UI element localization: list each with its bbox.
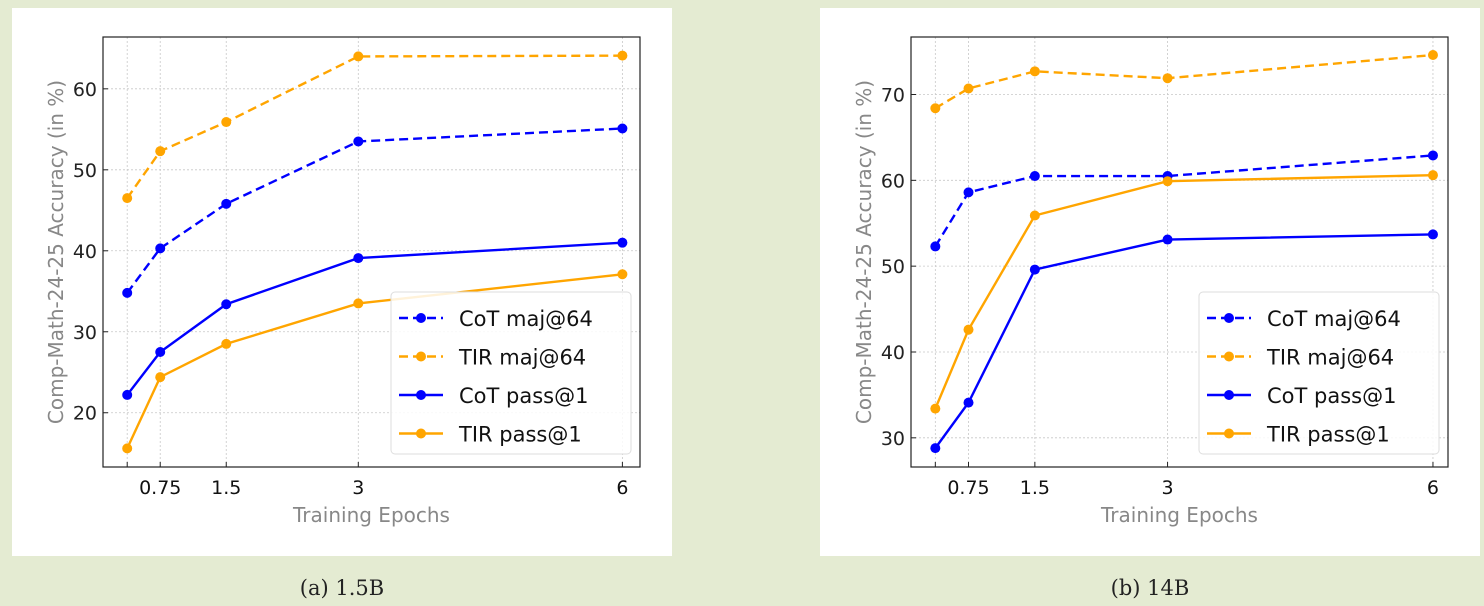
legend-label: TIR maj@64	[1266, 346, 1394, 370]
y-tick-label: 60	[73, 79, 97, 101]
legend-marker	[416, 390, 426, 400]
data-point	[930, 403, 941, 414]
y-tick-label: 70	[881, 85, 905, 107]
data-point	[353, 253, 364, 264]
series-line	[934, 53, 1434, 110]
y-tick-label: 40	[881, 342, 905, 364]
data-point	[617, 50, 628, 61]
data-point	[155, 347, 166, 358]
y-tick-label: 50	[73, 160, 97, 182]
chart-panel-1-5b: 20 30 40 50 60 0.75 1.5 3 6 Training Epochs Comp-M…	[12, 8, 672, 556]
legend-label: CoT pass@1	[1267, 384, 1396, 408]
y-tick-label: 60	[881, 170, 905, 192]
y-axis-label: Comp-Math-24-25 Accuracy (in %)	[44, 80, 68, 424]
x-axis-label: Training Epochs	[292, 503, 450, 527]
data-point	[930, 443, 941, 454]
legend-label: CoT maj@64	[1267, 307, 1401, 331]
x-tick-label: 0.75	[947, 477, 989, 499]
legend-marker	[416, 313, 426, 323]
data-point	[1029, 264, 1040, 275]
chart-panel-14b: 30 40 50 60 70 0.75 1.5 3 6 Training Epochs Comp-M…	[820, 8, 1480, 556]
data-point	[617, 237, 628, 248]
data-point	[122, 443, 133, 454]
legend-marker	[1224, 351, 1234, 362]
x-axis-label: Training Epochs	[1100, 503, 1258, 527]
data-point	[617, 123, 628, 134]
data-point	[155, 146, 166, 157]
data-point	[963, 187, 974, 198]
data-point	[1162, 176, 1173, 187]
x-tick-label: 3	[1162, 477, 1174, 499]
x-tick-label: 3	[352, 477, 364, 499]
legend-label: TIR maj@64	[458, 346, 586, 370]
data-point	[353, 136, 364, 147]
data-point	[221, 117, 232, 128]
data-point	[221, 338, 232, 349]
data-point	[963, 324, 974, 335]
x-tick-label: 0.75	[139, 477, 181, 499]
data-point	[1029, 66, 1040, 77]
data-point	[1162, 234, 1173, 245]
data-point	[122, 287, 133, 298]
x-tick-label: 6	[616, 477, 628, 499]
x-tick-label: 6	[1427, 477, 1439, 499]
data-point	[353, 51, 364, 62]
series-line	[126, 54, 623, 199]
legend-marker	[1224, 428, 1234, 439]
legend-box	[1198, 291, 1440, 455]
legend-label: CoT maj@64	[459, 307, 593, 331]
data-point	[1162, 73, 1173, 84]
data-point	[930, 103, 941, 114]
data-point	[221, 299, 232, 310]
data-point	[221, 198, 232, 209]
y-axis-label: Comp-Math-24-25 Accuracy (in %)	[852, 80, 876, 424]
data-point	[1029, 171, 1040, 182]
data-point	[963, 83, 974, 94]
legend-label: TIR pass@1	[458, 423, 582, 447]
data-point	[1427, 50, 1438, 61]
data-point	[963, 397, 974, 408]
y-tick-label: 50	[881, 256, 905, 278]
y-tick-label: 20	[73, 403, 97, 425]
x-tick-label: 1.5	[211, 477, 241, 499]
legend-marker	[416, 351, 426, 362]
data-point	[353, 298, 364, 309]
legend-marker	[1224, 390, 1234, 400]
legend-label: TIR pass@1	[1266, 423, 1390, 447]
data-point	[1029, 210, 1040, 221]
caption-1-5b: (a) 1.5B	[299, 576, 385, 600]
axes-frame	[102, 36, 641, 468]
data-point	[617, 269, 628, 280]
y-tick-label: 40	[73, 241, 97, 263]
data-point	[122, 193, 133, 204]
data-point	[155, 372, 166, 383]
legend-marker	[416, 428, 426, 439]
caption-14b: (b) 14B	[1110, 576, 1190, 600]
legend-marker	[1224, 313, 1234, 323]
data-point	[1427, 229, 1438, 240]
data-point	[155, 243, 166, 254]
data-point	[122, 389, 133, 400]
legend-label: CoT pass@1	[459, 384, 588, 408]
series-line	[934, 154, 1434, 248]
y-tick-label: 30	[881, 428, 905, 450]
x-tick-label: 1.5	[1020, 477, 1050, 499]
data-point	[930, 241, 941, 252]
series-line	[126, 127, 623, 294]
legend-box	[390, 291, 632, 455]
chart-svg: 20 30 40 50 60 0.75 1.5 3 6 Training Epochs Comp-M…	[44, 36, 641, 527]
data-point	[1427, 150, 1438, 161]
y-tick-label: 30	[73, 322, 97, 344]
axes-frame	[910, 36, 1449, 468]
chart-svg: 30 40 50 60 70 0.75 1.5 3 6 Training Epochs Comp-M…	[852, 36, 1449, 527]
data-point	[1427, 170, 1438, 181]
